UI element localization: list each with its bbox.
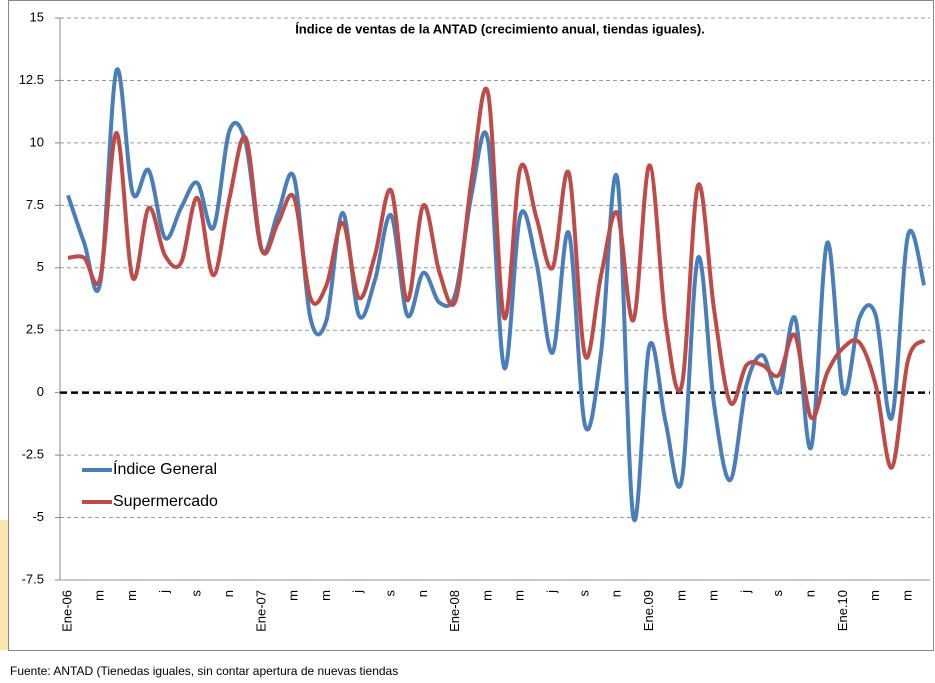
x-tick-label: Ene-08 — [447, 590, 462, 632]
y-tick-label: -2.5 — [22, 447, 44, 462]
x-tick-label: s — [770, 590, 785, 597]
x-tick-label: Ene-06 — [59, 590, 74, 632]
x-tick-label: m — [867, 590, 882, 601]
x-tick-label: m — [512, 590, 527, 601]
y-tick-label: -5 — [32, 509, 44, 524]
x-tick-label: j — [350, 590, 365, 594]
x-tick-label: m — [124, 590, 139, 601]
y-tick-label: 15 — [30, 9, 44, 24]
x-tick-label: j — [156, 590, 171, 594]
y-tick-label: 5 — [37, 259, 44, 274]
x-tick-label: s — [383, 590, 398, 597]
x-tick-label: m — [673, 590, 688, 601]
y-tick-label: 2.5 — [26, 322, 44, 337]
series-line — [67, 86, 926, 470]
y-tick-label: -7.5 — [22, 571, 44, 586]
y-tick-label: 10 — [30, 134, 44, 149]
x-tick-label: j — [738, 590, 753, 594]
x-tick-label: n — [609, 590, 624, 597]
x-tick-label: s — [189, 590, 204, 597]
x-tick-label: m — [899, 590, 914, 601]
x-tick-label: m — [286, 590, 301, 601]
y-tick-label: 12.5 — [19, 72, 44, 87]
source-note: Fuente: ANTAD (Tienedas iguales, sin con… — [10, 664, 398, 678]
x-tick-label: m — [706, 590, 721, 601]
chart-title: Índice de ventas de la ANTAD (crecimient… — [295, 21, 705, 36]
series-line — [66, 67, 927, 523]
x-tick-label: n — [415, 590, 430, 597]
x-tick-label: n — [803, 590, 818, 597]
x-tick-label: s — [576, 590, 591, 597]
y-tick-label: 0 — [37, 384, 44, 399]
x-tick-label: m — [92, 590, 107, 601]
x-tick-label: j — [544, 590, 559, 594]
x-tick-label: m — [479, 590, 494, 601]
x-tick-label: Ene.09 — [641, 590, 656, 631]
x-tick-label: Ene.10 — [835, 590, 850, 631]
y-tick-label: 7.5 — [26, 197, 44, 212]
x-tick-label: m — [318, 590, 333, 601]
legend-label: Supermercado — [113, 493, 218, 510]
chart-frame — [8, 0, 934, 651]
x-tick-label: n — [221, 590, 236, 597]
x-tick-label: Ene-07 — [253, 590, 268, 632]
side-strip — [0, 520, 8, 650]
legend-label: Índice General — [113, 459, 217, 478]
